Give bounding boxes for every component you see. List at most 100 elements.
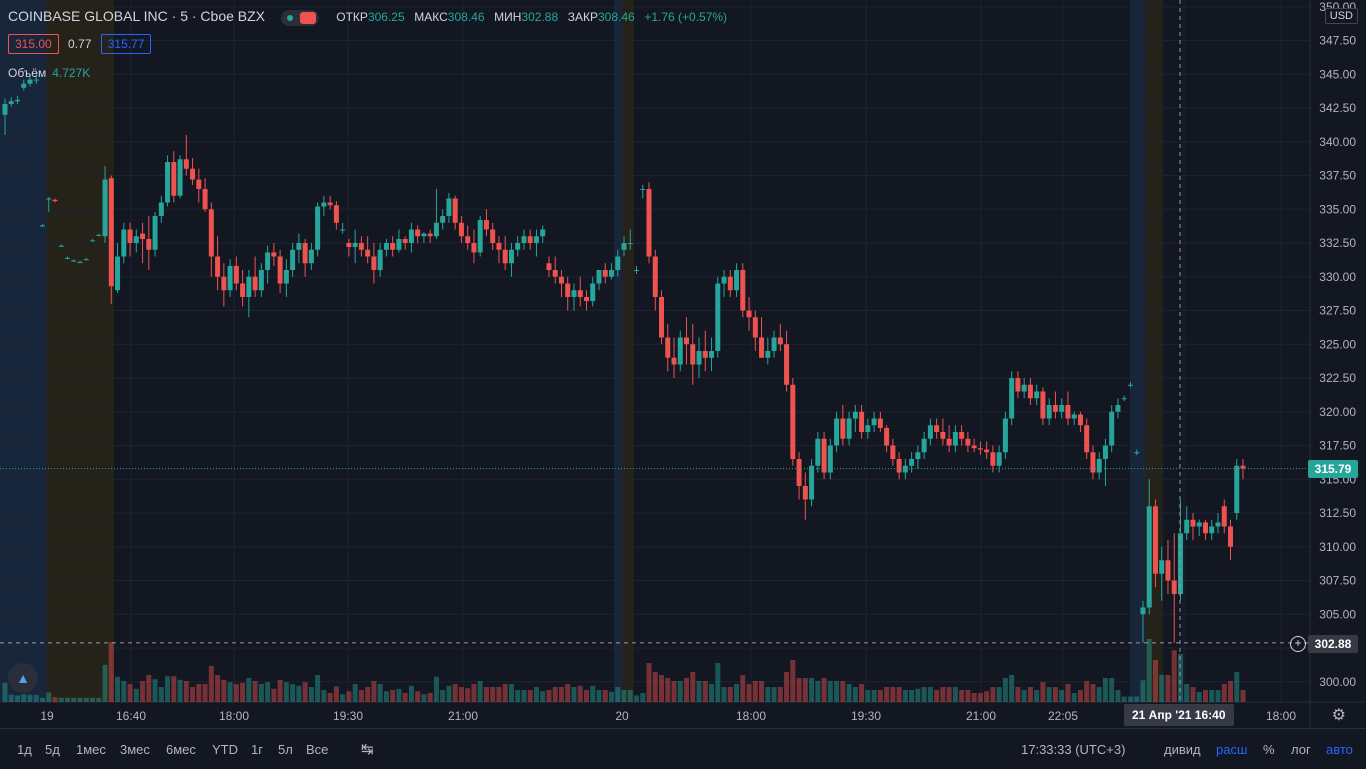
- volume-bar: [96, 697, 102, 702]
- y-tick-label: 330.00: [1319, 270, 1356, 284]
- candle-body: [996, 452, 1002, 466]
- candle-body: [896, 459, 902, 473]
- candle-body: [96, 234, 102, 236]
- volume-bar: [1002, 678, 1008, 702]
- volume-bar: [1140, 680, 1146, 702]
- y-tick-label: 305.00: [1319, 607, 1356, 621]
- symbol-title[interactable]: COINBASE GLOBAL INC · 5 · Cboe BZX: [8, 8, 266, 24]
- y-tick-label: 322.50: [1319, 371, 1356, 385]
- spread-value: 0.77: [68, 37, 92, 51]
- candle-body: [552, 270, 558, 277]
- volume-bar: [133, 688, 139, 702]
- candle-body: [277, 256, 283, 284]
- candle-body: [240, 283, 246, 297]
- candle-body: [558, 276, 564, 284]
- bid-price[interactable]: 315.00: [8, 34, 59, 54]
- candle-body: [540, 229, 546, 237]
- timeframe-1d[interactable]: 1д: [17, 742, 32, 757]
- x-tick-label: 16:40: [116, 709, 146, 723]
- timeframe-ytd[interactable]: YTD: [212, 742, 238, 757]
- volume-bar: [33, 694, 39, 702]
- candle-body: [796, 459, 802, 486]
- ohlc-close-value: 308.46: [598, 10, 635, 24]
- market-status-toggle[interactable]: [280, 9, 319, 26]
- volume-bar: [608, 691, 614, 702]
- volume-bar: [940, 687, 946, 702]
- go-to-date-icon[interactable]: ↹: [361, 741, 374, 758]
- candle-body: [490, 229, 496, 243]
- volume-bar: [1115, 690, 1121, 702]
- candle-body: [1221, 506, 1227, 527]
- volume-bar: [321, 690, 327, 702]
- volume-bar: [227, 682, 233, 702]
- volume-bar: [784, 672, 790, 702]
- volume-bar: [646, 663, 652, 702]
- candle-body: [740, 270, 746, 311]
- candle-body: [1240, 465, 1246, 469]
- candle-body: [946, 438, 952, 446]
- candle-body: [765, 351, 771, 358]
- timeframe-5d[interactable]: 5д: [45, 742, 60, 757]
- volume-bar: [1121, 696, 1127, 702]
- volume-bar: [965, 690, 971, 702]
- ohlc-open-value: 306.25: [367, 10, 405, 24]
- volume-bar: [727, 687, 733, 702]
- volume-bar: [715, 663, 721, 702]
- gear-icon[interactable]: ⚙: [1331, 707, 1346, 724]
- session-band: [622, 0, 634, 702]
- candle-body: [121, 229, 127, 257]
- ohlc-close-label: ЗАКР: [567, 10, 598, 24]
- candle-body: [746, 310, 752, 318]
- volume-bar: [1096, 687, 1102, 702]
- volume-bar: [984, 691, 990, 702]
- volume-bar: [1227, 681, 1233, 702]
- volume-bar: [902, 690, 908, 702]
- volume-bar: [421, 694, 427, 702]
- extended-hours-toggle[interactable]: расш: [1216, 742, 1248, 757]
- volume-bar: [2, 682, 8, 702]
- volume-bar: [390, 690, 396, 702]
- timeframe-5y[interactable]: 5л: [278, 742, 293, 757]
- candle-body: [377, 249, 383, 270]
- candlestick-chart[interactable]: 300.00302.50305.00307.50310.00312.50315.…: [0, 0, 1366, 728]
- clock[interactable]: 17:33:33 (UTC+3): [1021, 742, 1126, 757]
- bid-ask-panel: 315.00 0.77 315.77: [8, 34, 157, 54]
- add-alert-plus-icon[interactable]: +: [1290, 636, 1306, 652]
- ask-price[interactable]: 315.77: [100, 34, 152, 54]
- volume-bar: [171, 676, 177, 702]
- log-scale-toggle[interactable]: лог: [1291, 742, 1311, 757]
- timeframe-1y[interactable]: 1г: [251, 742, 263, 757]
- volume-bar: [1159, 675, 1165, 702]
- candle-body: [521, 236, 527, 243]
- candle-body: [871, 418, 877, 426]
- percent-scale-toggle[interactable]: %: [1263, 742, 1275, 757]
- timeframe-1m[interactable]: 1мес: [76, 742, 106, 757]
- timeframe-6m[interactable]: 6мес: [166, 742, 196, 757]
- candle-body: [408, 229, 414, 243]
- candle-body: [352, 243, 358, 248]
- candle-body: [771, 337, 777, 351]
- auto-scale-toggle[interactable]: авто: [1326, 742, 1353, 757]
- candle-body: [327, 202, 333, 206]
- volume-bar: [1071, 693, 1077, 702]
- volume-bar: [490, 687, 496, 702]
- candle-body: [271, 252, 277, 257]
- candle-body: [1002, 418, 1008, 453]
- timeframe-3m[interactable]: 3мес: [120, 742, 150, 757]
- volume-bar: [1021, 690, 1027, 702]
- candle-body: [390, 243, 396, 250]
- dividends-toggle[interactable]: дивид: [1164, 742, 1201, 757]
- timeframe-all[interactable]: Все: [306, 742, 329, 757]
- volume-bar: [834, 681, 840, 702]
- volume-bar: [702, 681, 708, 702]
- volume-bar: [165, 676, 171, 702]
- tradingview-logo-icon[interactable]: ▲: [8, 663, 38, 693]
- volume-bar: [283, 682, 289, 702]
- candle-body: [1065, 405, 1071, 419]
- candle-body: [71, 260, 77, 262]
- candle-body: [1115, 405, 1121, 412]
- candle-body: [940, 432, 946, 439]
- y-tick-label: 312.50: [1319, 506, 1356, 520]
- volume-bar: [790, 660, 796, 702]
- currency-label[interactable]: USD: [1324, 8, 1358, 24]
